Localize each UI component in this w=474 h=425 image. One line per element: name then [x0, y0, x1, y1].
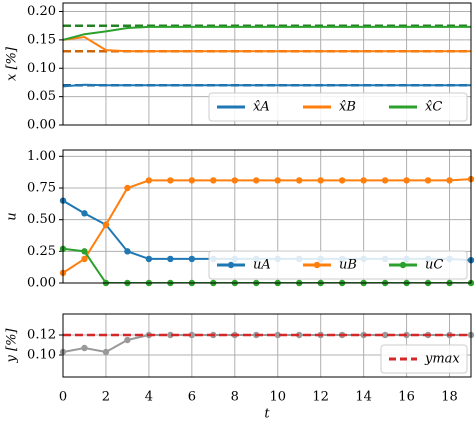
marker [446, 177, 453, 184]
y-tick-label: 0.12 [27, 328, 56, 343]
legend-label: uB [339, 258, 357, 273]
legend-marker [227, 261, 235, 269]
marker [231, 177, 238, 184]
series-line [63, 178, 471, 274]
marker [81, 255, 88, 263]
marker [360, 177, 367, 184]
legend-label: uA [253, 258, 271, 273]
y-tick-label: 0.10 [27, 61, 56, 76]
marker [188, 331, 196, 339]
marker [102, 221, 110, 228]
marker [124, 248, 131, 255]
x-tick-label: 8 [231, 390, 239, 405]
series-line [63, 25, 471, 41]
x-tick-label: 4 [145, 390, 153, 405]
marker [167, 177, 174, 184]
x-tick-label: 16 [398, 390, 415, 405]
legend-box [380, 344, 468, 374]
y-axis-label: y [%] [5, 328, 20, 364]
plot-frame [62, 313, 472, 378]
x-axis-label: t [264, 407, 270, 422]
marker [274, 331, 281, 339]
series-line [63, 83, 471, 88]
marker [188, 177, 196, 184]
marker [381, 177, 389, 184]
y-tick-label: 1.00 [27, 149, 56, 164]
legend-box [208, 92, 468, 122]
x-tick-label: 10 [269, 390, 286, 405]
x-tick-label: 12 [312, 390, 329, 405]
y-tick-label: 0.10 [27, 348, 56, 363]
marker [145, 255, 153, 263]
marker [274, 177, 281, 184]
y-tick-label: 0.50 [27, 212, 56, 227]
marker [124, 336, 131, 344]
legend-label: uC [425, 258, 443, 273]
marker [167, 331, 174, 339]
marker [381, 331, 389, 339]
y-tick-label: 0.00 [27, 276, 56, 291]
y-tick-label: 0.15 [27, 32, 56, 47]
marker [81, 344, 88, 352]
marker [124, 184, 131, 192]
x-tick-label: 18 [441, 390, 458, 405]
legend-label: ymax [424, 352, 460, 367]
plot-frame [62, 149, 472, 284]
marker [296, 177, 303, 184]
x-tick-label: 0 [59, 390, 67, 405]
legend-box [208, 250, 468, 280]
y-tick-label: 0.00 [27, 118, 56, 133]
series-line [63, 36, 471, 53]
legend-marker [313, 261, 321, 269]
y-tick-label: 0.75 [27, 181, 56, 196]
marker [317, 177, 324, 184]
x-tick-label: 2 [102, 390, 110, 405]
y-tick-label: 0.20 [27, 4, 56, 19]
marker [296, 331, 303, 339]
y-axis-label: u [5, 212, 20, 220]
marker [253, 177, 260, 184]
x-tick-label: 6 [188, 390, 196, 405]
y-tick-label: 0.25 [27, 244, 56, 259]
marker [403, 177, 410, 184]
legend-marker [399, 261, 407, 269]
legend-label: x̂B [339, 100, 356, 115]
marker [338, 177, 346, 184]
x-tick-label: 14 [355, 390, 372, 405]
marker [81, 248, 88, 255]
marker [424, 177, 432, 184]
marker [188, 255, 196, 263]
legend-label: x̂A [253, 100, 270, 115]
marker [145, 177, 153, 184]
marker [102, 348, 110, 356]
marker [167, 255, 174, 263]
marker [210, 177, 217, 184]
y-tick-label: 0.05 [27, 89, 56, 104]
legend-label: x̂C [425, 100, 442, 115]
y-axis-label: x [%] [5, 46, 20, 81]
marker [81, 210, 88, 217]
plot-frame [62, 2, 472, 126]
